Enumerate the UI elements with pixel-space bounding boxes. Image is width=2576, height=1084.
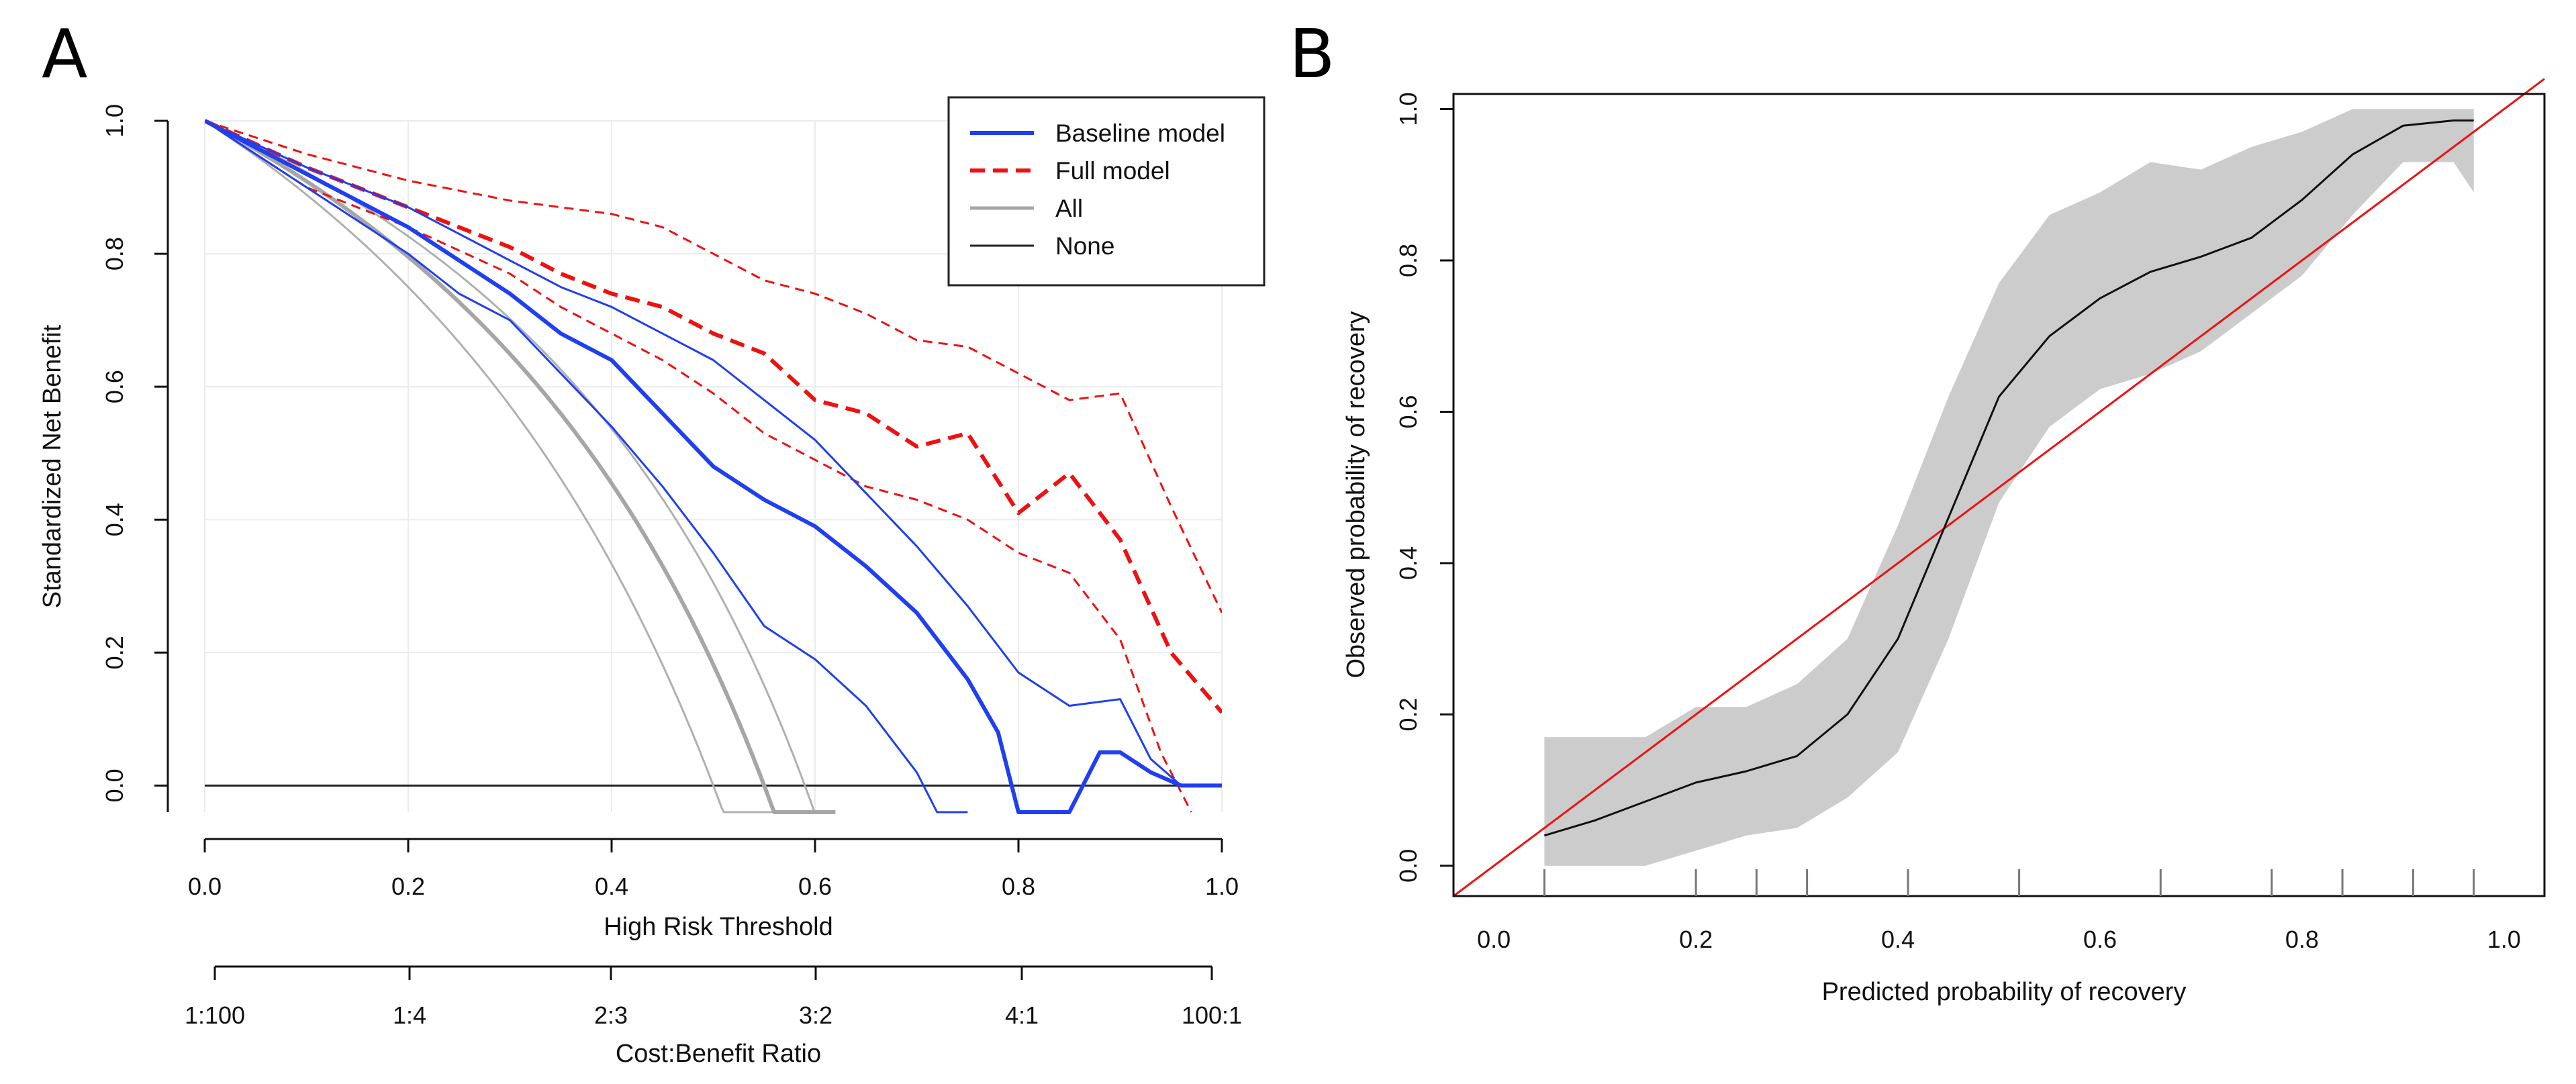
panel-a-series — [205, 119, 1222, 814]
series-all-upper — [205, 119, 836, 814]
panel-a-cost-benefit-tick-label-3: 3:2 — [799, 1001, 832, 1029]
panel-a-y-tick-label-2: 0.4 — [101, 503, 128, 536]
panel-b-y-tick-label-4: 0.8 — [1394, 244, 1422, 277]
panel-b-x-tick-label-5: 1.0 — [2487, 926, 2521, 953]
panel-a-x-axis-title: High Risk Threshold — [604, 913, 832, 941]
panel-b-y-tick-label-0: 0.0 — [1394, 849, 1422, 883]
panel-a-x-tick-label-0: 0.0 — [188, 873, 222, 900]
panel-b-x-tick-label-3: 0.6 — [2083, 926, 2117, 953]
panel-a-y-tick-label-4: 0.8 — [101, 237, 128, 270]
panel-a-axes — [166, 121, 1222, 968]
panel-a-label: A — [42, 15, 87, 93]
panel-b-x-tick-label-2: 0.4 — [1881, 926, 1915, 953]
panel-a-x-tick-label-1: 0.2 — [391, 873, 425, 900]
panel-a: A 0.0 0.2 0.4 0.6 0.8 1.0 0.00.20.40.60.81.0 … — [38, 15, 1266, 1068]
panel-a-x-tick-label-2: 0.4 — [595, 873, 628, 900]
panel-b-y-tick-label-5: 1.0 — [1394, 93, 1422, 126]
series-baseline-lower-ci — [205, 119, 968, 814]
panel-b-label: B — [1289, 15, 1335, 93]
legend-label-all: All — [1055, 195, 1083, 222]
panel-b-x-tick-label-0: 0.0 — [1477, 926, 1511, 953]
legend-label-full-model: Full model — [1055, 157, 1170, 185]
legend-label-none: None — [1055, 232, 1114, 260]
series-full-model-upper-ci — [205, 119, 1222, 613]
legend: Baseline model Full model All None — [947, 96, 1266, 287]
panel-a-y-ticks: 0.0 0.2 0.4 0.6 0.8 1.0 — [101, 104, 168, 802]
panel-b-x-ticks: 0.0 0.2 0.4 0.6 0.8 1.0 — [1477, 926, 2521, 953]
panel-b-rug — [1543, 869, 2475, 896]
panel-b-y-axis-title: Observed probability of recovery — [1342, 311, 1370, 678]
series-baseline-model — [205, 119, 1222, 814]
series-baseline-upper-ci — [205, 119, 1222, 787]
panel-a-cost-benefit-ticks: 1:100 1:4 2:3 3:2 4:1 100:1 — [185, 967, 1242, 1029]
panel-b-y-ticks: 0.0 0.2 0.4 0.6 0.8 1.0 — [1394, 93, 1453, 883]
panel-a-y-tick-label-0: 0.0 — [101, 769, 128, 802]
panel-a-cost-benefit-tick-label-0: 1:100 — [185, 1001, 245, 1029]
panel-b-plot-frame — [1452, 93, 2546, 897]
panel-b-x-tick-label-4: 0.8 — [2285, 926, 2319, 953]
panel-b-x-tick-label-1: 0.2 — [1679, 926, 1713, 953]
panel-a-secondary-axis-title: Cost:Benefit Ratio — [616, 1040, 821, 1068]
series-ideal-line — [1453, 78, 2545, 897]
panel-a-y-axis-title: Standardized Net Benefit — [38, 324, 66, 608]
panel-a-y-tick-label-3: 0.6 — [101, 370, 128, 403]
panel-b-y-tick-label-3: 0.6 — [1394, 395, 1422, 428]
panel-b-y-tick-label-1: 0.2 — [1394, 697, 1422, 731]
panel-a-cost-benefit-tick-label-1: 1:4 — [393, 1001, 426, 1029]
panel-a-cost-benefit-tick-label-4: 4:1 — [1005, 1001, 1039, 1029]
panel-a-y-tick-label-1: 0.2 — [101, 636, 128, 669]
series-all-lower — [205, 119, 836, 814]
panel-b-plot — [1453, 78, 2545, 897]
panel-b-y-tick-label-2: 0.4 — [1394, 546, 1422, 580]
series-calibration-curve — [1543, 119, 2474, 837]
series-full-model-lower-ci — [205, 119, 1192, 813]
panel-a-x-tick-label-5: 1.0 — [1205, 873, 1239, 900]
panel-a-cost-benefit-tick-label-2: 2:3 — [594, 1001, 628, 1029]
panel-a-x-ticks: 0.0 0.2 0.4 0.6 0.8 1.0 — [188, 839, 1239, 900]
legend-box — [947, 96, 1266, 287]
series-full-model — [205, 119, 1222, 714]
panel-b-x-axis-title: Predicted probability of recovery — [1822, 978, 2187, 1006]
panel-a-y-tick-label-5: 1.0 — [101, 104, 128, 138]
legend-label-baseline-model: Baseline model — [1055, 119, 1225, 147]
panel-a-series-area — [205, 119, 1222, 814]
panel-a-x-tick-label-4: 0.8 — [1002, 873, 1035, 900]
panel-a-cost-benefit-tick-label-5: 100:1 — [1182, 1001, 1242, 1029]
series-all — [205, 119, 836, 814]
panel-b: B 0.0 0.2 0.4 0.6 0.8 1.0 0.00.20.40.60.81.0 … — [1289, 15, 2546, 1006]
series-confidence-band — [1544, 109, 2474, 866]
panel-a-x-tick-label-3: 0.6 — [798, 873, 832, 900]
